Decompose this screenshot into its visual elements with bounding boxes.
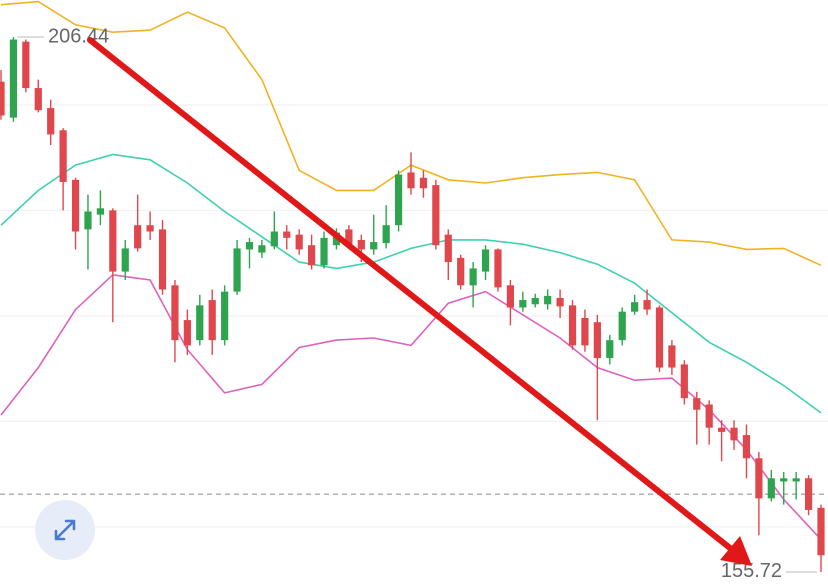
candle-body (432, 185, 440, 246)
candle-body (531, 297, 539, 305)
min-label: 155.72 (721, 560, 782, 582)
candle-body (693, 398, 701, 410)
candle-body (270, 231, 278, 247)
candle-body (34, 88, 42, 111)
candle-body (817, 507, 825, 556)
trend-arrow (87, 37, 752, 566)
candle-body (519, 300, 527, 308)
candle-body (245, 242, 254, 250)
candle-body (96, 208, 104, 215)
candle-body (84, 211, 92, 230)
candle-body (568, 305, 577, 346)
candle-body (780, 478, 788, 482)
candles (0, 37, 825, 572)
labels: 206.44 155.72 (17, 25, 817, 582)
candle-body (544, 295, 552, 305)
candle-body (134, 225, 142, 249)
candle-body (183, 320, 191, 346)
candle-body (469, 268, 477, 286)
candle-body (9, 39, 18, 118)
candle-body (146, 225, 154, 232)
candle-body (643, 300, 651, 310)
candle-body (581, 317, 589, 346)
candle-body (208, 300, 216, 341)
candle-body (407, 172, 415, 189)
candle-body (295, 234, 303, 250)
candle-body (394, 174, 403, 226)
candle-body (47, 108, 55, 135)
candle-body (121, 248, 129, 272)
candle-body (22, 41, 30, 89)
candle-body (606, 340, 614, 359)
candle-body (370, 242, 378, 250)
candle-body (320, 237, 328, 266)
candle-body (755, 458, 763, 499)
candle-body (345, 229, 353, 246)
candle-body (357, 239, 365, 250)
candle-body (631, 302, 639, 312)
expand-button[interactable] (35, 500, 95, 560)
candle-body (593, 322, 601, 359)
candle-body (718, 427, 726, 432)
candle-body (419, 177, 428, 189)
band-line (0, 153, 822, 414)
candle-body (382, 225, 390, 244)
candle-body (767, 478, 775, 499)
candle-body (221, 291, 229, 341)
candle-body (792, 478, 800, 482)
candle-body (457, 257, 465, 286)
candle-body (680, 364, 688, 399)
candle-body (283, 231, 291, 238)
grid (0, 104, 828, 528)
candle-body (506, 285, 514, 308)
max-label: 206.44 (48, 25, 109, 47)
candle-body (59, 130, 67, 182)
candle-body (618, 311, 626, 341)
candle-body (308, 245, 316, 266)
candle-body (158, 229, 167, 290)
expand-icon[interactable] (54, 519, 76, 541)
candle-body (0, 81, 5, 116)
candle-body (109, 210, 117, 272)
candle-body (804, 478, 813, 510)
candle-body (444, 234, 452, 263)
candle-body (730, 427, 738, 441)
candle-body (494, 249, 502, 288)
candle-body (233, 248, 241, 292)
candle-body (668, 345, 676, 368)
candle-body (171, 285, 179, 341)
candle-body (705, 404, 713, 428)
arrow-shaft (87, 37, 733, 551)
candle-body (742, 435, 751, 459)
band-line (0, 0, 822, 267)
candle-body (196, 305, 204, 341)
candle-body (655, 307, 664, 368)
candle-body (556, 297, 564, 307)
arrow-head (720, 536, 752, 566)
candle-body (71, 179, 80, 232)
candle-body (481, 249, 490, 272)
candle-body (258, 245, 266, 253)
